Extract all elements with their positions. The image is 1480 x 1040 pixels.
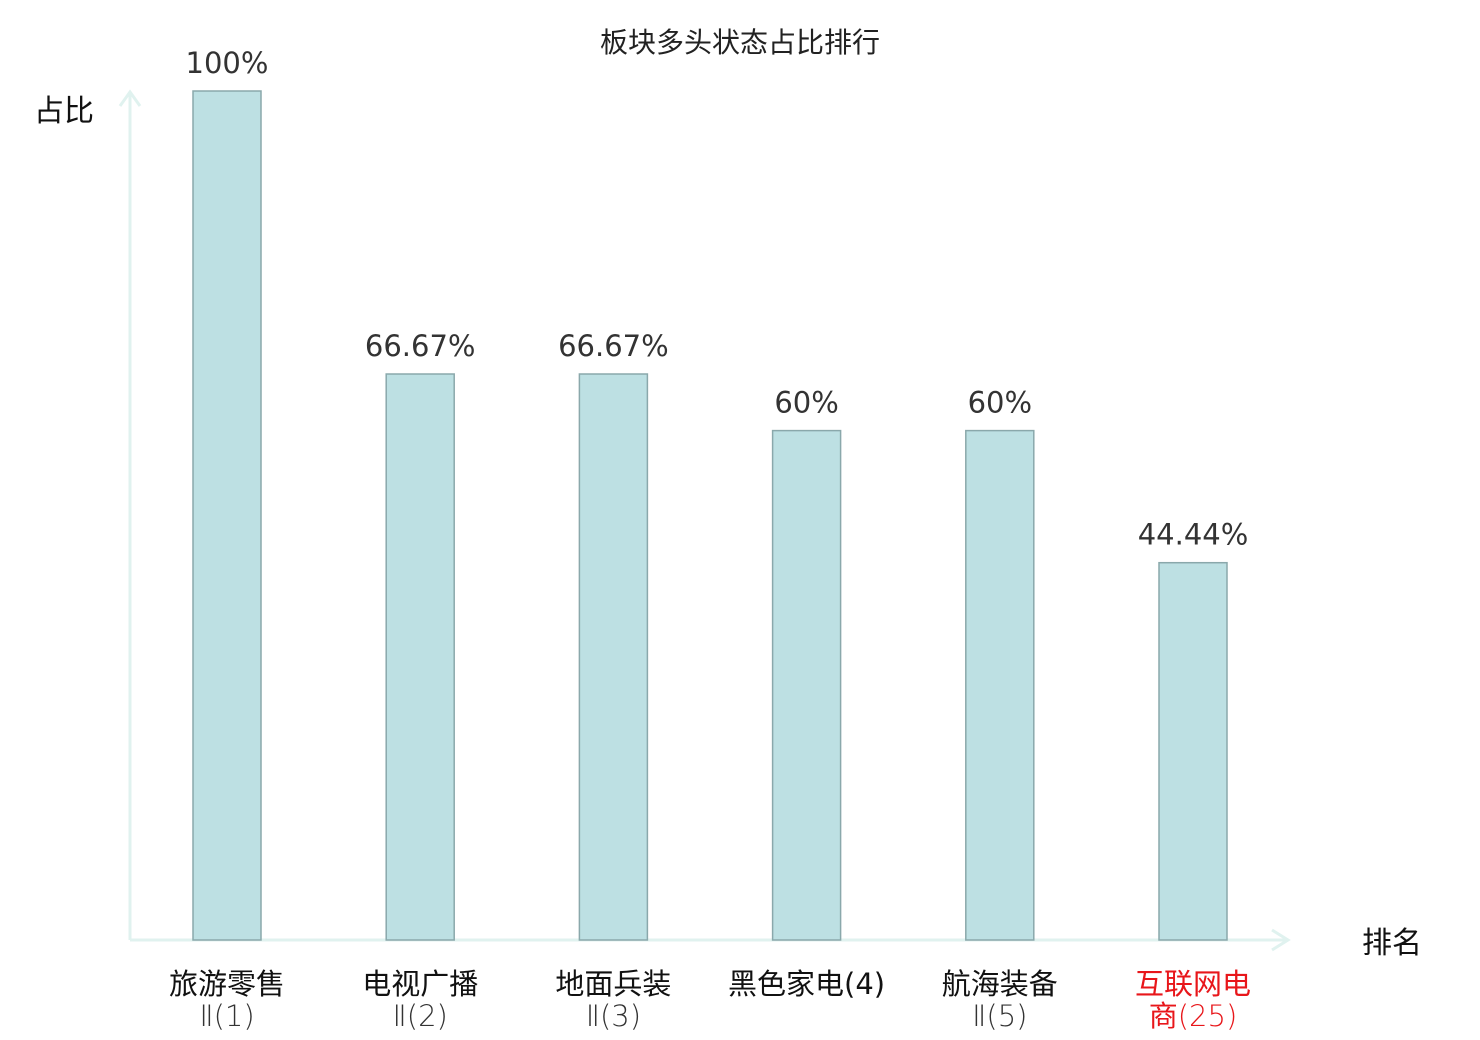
- category-label-3: 地面兵装: [555, 967, 671, 1001]
- bar-2: [385, 373, 455, 941]
- bar-3: [578, 373, 649, 941]
- y-axis-arrow-icon: [118, 89, 142, 107]
- category-sublabel-5: Ⅱ(5): [972, 999, 1027, 1033]
- value-label-2: 66.67%: [365, 329, 476, 363]
- x-axis-arrow-icon: [1271, 928, 1291, 952]
- category-sublabel-1: Ⅱ(1): [199, 999, 254, 1033]
- category-label-5: 航海装备: [942, 967, 1058, 1001]
- value-label-1: 100%: [186, 46, 269, 80]
- category-label-2: 电视广播: [362, 967, 478, 1001]
- category-label-1: 旅游零售: [169, 967, 285, 1001]
- bar-5: [965, 429, 1035, 941]
- category-sublabel-3: Ⅱ(3): [586, 999, 641, 1033]
- value-label-3: 66.67%: [558, 329, 669, 363]
- bar-6: [1158, 561, 1228, 941]
- value-label-5: 60%: [968, 386, 1032, 420]
- category-label-4: 黑色家电(4): [728, 967, 885, 1001]
- bars-group: [192, 90, 1228, 941]
- category-label-6: 互联网电: [1135, 967, 1251, 1001]
- value-label-6: 44.44%: [1138, 518, 1249, 552]
- bar-4: [771, 429, 842, 941]
- y-axis-label: 占比: [34, 94, 94, 129]
- x-axis-label: 排名: [1362, 926, 1422, 961]
- bar-1: [192, 90, 262, 941]
- value-labels-group: 100% 66.67% 66.67% 60% 60% 44.44%: [186, 46, 1249, 552]
- category-sublabel-2: Ⅱ(2): [393, 999, 448, 1033]
- category-sublabel-6: 商(25): [1149, 999, 1238, 1033]
- value-label-4: 60%: [774, 386, 838, 420]
- chart-title: 板块多头状态占比排行: [600, 26, 880, 59]
